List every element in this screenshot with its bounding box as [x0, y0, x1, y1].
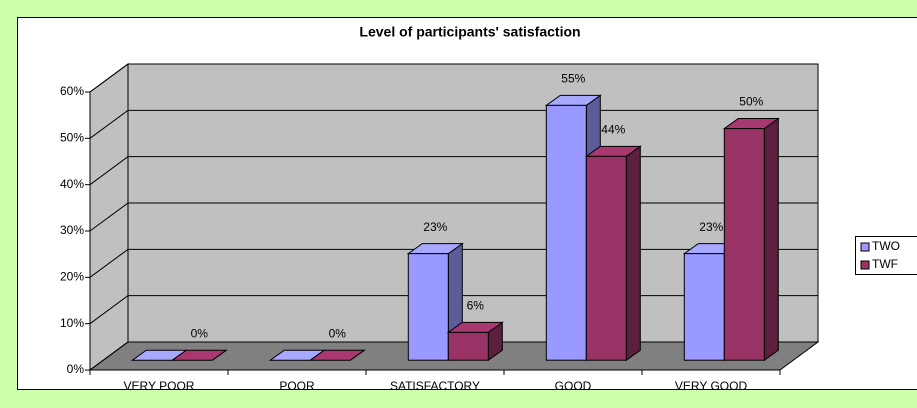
y-tick-label: 10% [60, 316, 84, 330]
data-label: 44% [601, 123, 625, 137]
bar [447, 331, 489, 361]
x-tick-label: POOR [279, 379, 315, 393]
y-tick-label: 20% [60, 270, 84, 284]
bar-side [625, 145, 641, 362]
y-tick-label: 30% [60, 223, 84, 237]
bar [545, 104, 587, 361]
y-tick-label: 0% [67, 362, 85, 376]
x-tick-label: VERY POOR [124, 379, 195, 393]
bar [683, 253, 725, 361]
data-label: 50% [739, 95, 763, 109]
bar-top [308, 349, 366, 361]
data-label: 55% [561, 72, 585, 86]
data-label: 0% [329, 326, 347, 340]
legend-label: TWO [872, 239, 900, 253]
y-tick-label: 50% [60, 131, 84, 145]
y-tick-label: 40% [60, 177, 84, 191]
y-tick-label: 60% [60, 84, 84, 98]
bar-top [170, 349, 228, 361]
legend-label: TWF [872, 257, 898, 271]
legend-swatch [860, 260, 870, 270]
bar [585, 155, 627, 361]
legend-swatch [860, 242, 870, 252]
bar-side [763, 117, 779, 362]
data-label: 6% [467, 299, 485, 313]
x-tick-label: VERY GOOD [675, 379, 748, 393]
x-tick-label: SATISFACTORY [390, 379, 480, 393]
data-label: 23% [699, 220, 723, 234]
data-label: 23% [423, 220, 447, 234]
data-label: 0% [191, 326, 209, 340]
bar [407, 253, 449, 361]
x-tick-label: GOOD [555, 379, 592, 393]
grid-line [89, 63, 818, 93]
bar [723, 128, 765, 361]
chart-title: Level of participants' satisfaction [359, 24, 580, 40]
